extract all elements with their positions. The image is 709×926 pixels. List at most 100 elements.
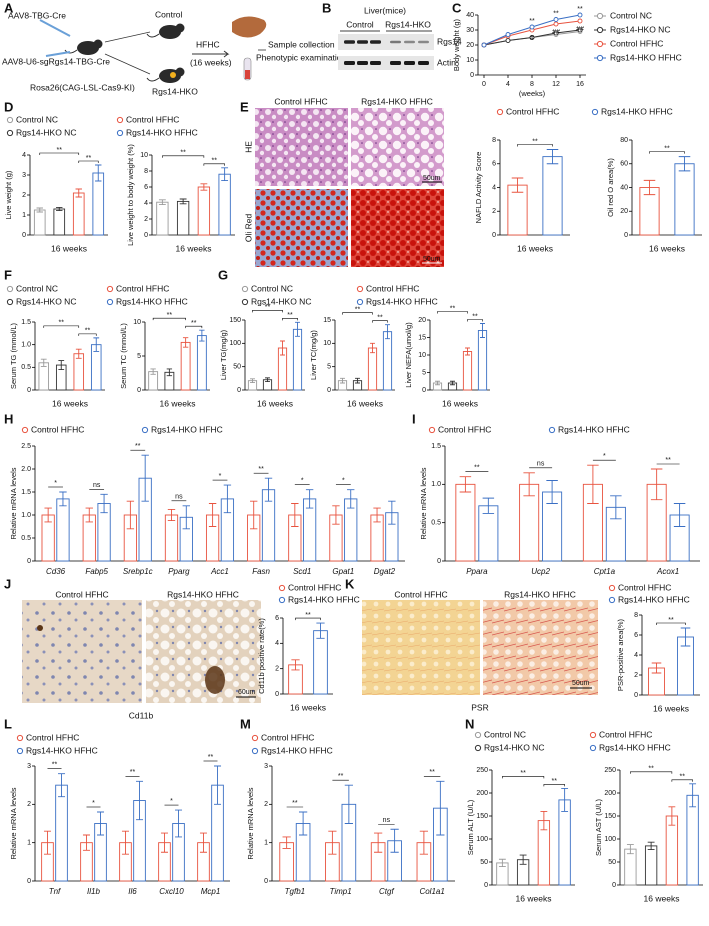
y-tick-label: 0.5: [431, 520, 441, 527]
y-tick-label: 100: [229, 340, 241, 347]
y-tick-label: 4: [22, 152, 26, 159]
point: [577, 18, 583, 24]
bar: [462, 351, 473, 391]
point: [505, 38, 511, 43]
legend-marker: [596, 40, 604, 48]
blot-band: [357, 61, 368, 65]
point: [529, 24, 535, 30]
mouse-icon: [175, 67, 185, 77]
bar: [92, 172, 105, 236]
bar: [644, 845, 658, 886]
annotation: **: [577, 6, 583, 13]
error-bar: [347, 489, 355, 509]
scale-label: 50um: [572, 680, 590, 687]
x-axis-label: 16 weeks: [653, 703, 689, 713]
y-tick-label: 1.5: [21, 489, 31, 496]
sig-label: **: [180, 150, 186, 157]
sig-label: **: [130, 769, 136, 776]
x-tick-label: Cpt1a: [594, 567, 616, 576]
legend-label: Rgs14-HKO HFHC: [618, 594, 690, 604]
sig-label: ns: [93, 482, 101, 489]
legend-marker: [278, 596, 286, 604]
error-bar: [126, 500, 135, 530]
error-bar: [678, 156, 691, 172]
mouse-icon: [159, 25, 181, 39]
bar: [292, 328, 303, 391]
y-tick-label: 2.0: [21, 466, 31, 473]
error-bar: [95, 164, 102, 182]
y-tick-label: 1: [22, 212, 26, 219]
y-tick-label: 1.0: [431, 481, 441, 488]
legend-marker: [474, 731, 482, 739]
y-tick-label: 0: [275, 691, 279, 698]
y-tick-label: 3: [264, 763, 268, 770]
image-title: Control HFHC: [274, 96, 327, 106]
error-bar: [75, 188, 82, 198]
blot-band: [370, 61, 381, 65]
bar: [56, 498, 70, 562]
error-bar: [85, 507, 93, 523]
legend-label: Rgs14-HKO HFHC: [261, 745, 333, 755]
error-bar: [167, 509, 176, 521]
y-tick-label: 1.0: [21, 342, 31, 349]
y-tick-label: 0: [144, 232, 148, 239]
legend-marker: [428, 426, 436, 434]
panel-label: M: [240, 716, 251, 731]
legend-label: Rgs14-HKO HFHC: [151, 424, 223, 434]
legend-label: Control HFHC: [618, 582, 671, 592]
y-tick-label: 2: [144, 216, 148, 223]
error-bar: [82, 834, 90, 851]
x-axis-label: 16 weeks: [176, 243, 212, 253]
error-bar: [75, 348, 82, 359]
y-tick-label: 6: [144, 184, 148, 191]
x-tick-label: Col1a1: [419, 887, 444, 896]
legend-marker: [6, 129, 14, 137]
error-bar: [419, 830, 429, 855]
legend-label: Rgs14-HKO HFHC: [26, 745, 98, 755]
y-axis-label: Oil red O area(%): [606, 158, 615, 217]
sig-label: **: [287, 312, 293, 319]
error-bar: [436, 780, 445, 836]
error-bar: [355, 377, 360, 384]
sig-label: *: [219, 473, 222, 480]
y-tick-label: 2: [634, 672, 638, 679]
error-bar: [100, 493, 108, 514]
blot-membrane: [338, 34, 434, 50]
error-bar: [498, 858, 506, 868]
y-tick-label: 50: [233, 364, 241, 371]
x-tick-label: Mcp1: [201, 887, 221, 896]
legend-marker: [596, 54, 604, 62]
diet-label: HFHC: [196, 39, 220, 49]
y-tick-label: 10: [466, 57, 474, 64]
legend-marker: [6, 285, 14, 293]
row-label: Oli Red: [243, 214, 253, 243]
legend-label: Rgs14-HKO NC: [16, 296, 76, 306]
error-bar: [223, 484, 232, 514]
error-bar: [388, 500, 396, 525]
legend-marker: [16, 734, 24, 742]
legend-marker: [6, 116, 14, 124]
y-axis-label: Relative mRNA levels: [246, 787, 255, 859]
mouse-icon: [175, 23, 185, 33]
y-tick-label: 40: [466, 12, 474, 19]
blot-group: Rgs14-HKO: [385, 19, 431, 29]
x-tick-label: Ppara: [466, 567, 488, 576]
panel-label: K: [345, 576, 355, 591]
bar: [197, 186, 211, 236]
y-axis-label: Serum TG (mmol/L): [9, 322, 18, 389]
sig-label: **: [450, 305, 456, 312]
legend-marker: [596, 26, 604, 34]
x-axis-label: 16 weeks: [257, 398, 293, 408]
error-bar: [280, 340, 285, 356]
y-axis-label: Live weight (g): [4, 170, 13, 219]
image-title: Rgs14-HKO HFHC: [361, 96, 433, 106]
error-bar: [465, 347, 470, 356]
error-bar: [390, 828, 399, 853]
error-bar: [373, 507, 381, 523]
point: [553, 21, 559, 27]
error-bar: [435, 380, 440, 386]
y-tick-label: 30: [466, 27, 474, 34]
y-tick-label: 1.5: [431, 443, 441, 450]
error-bar: [200, 183, 208, 191]
y-tick-label: 8: [634, 612, 638, 619]
